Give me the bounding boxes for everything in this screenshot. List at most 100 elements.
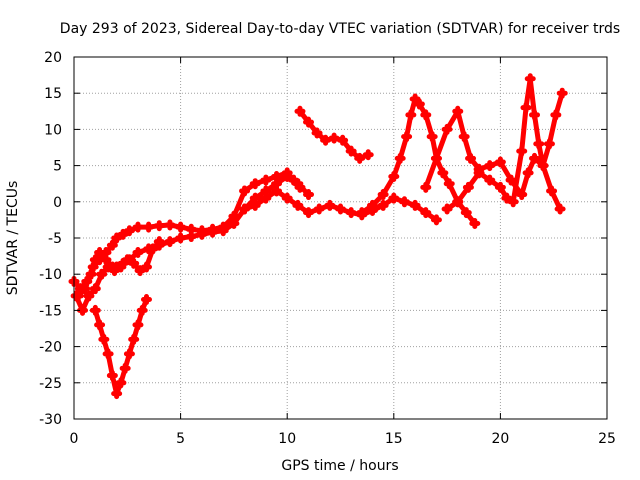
- data-point: [401, 131, 413, 143]
- series-line: [423, 108, 563, 212]
- series-arc-4: [70, 236, 165, 316]
- data-point: [98, 333, 110, 345]
- series-arc-8: [420, 105, 566, 215]
- data-point: [522, 167, 534, 179]
- series-arc-3: [89, 294, 152, 400]
- data-point: [106, 370, 118, 382]
- data-point: [537, 160, 549, 172]
- data-point: [473, 167, 485, 179]
- data-point: [217, 225, 229, 237]
- data-point: [516, 189, 528, 201]
- data-point: [441, 203, 453, 215]
- data-point: [405, 109, 417, 121]
- data-point: [394, 152, 406, 164]
- data-point: [249, 199, 261, 211]
- data-point: [452, 196, 464, 208]
- data-point: [175, 232, 187, 244]
- data-point: [366, 199, 378, 211]
- data-point: [420, 207, 432, 219]
- data-point: [409, 93, 421, 105]
- data-point: [441, 123, 453, 135]
- data-point: [328, 132, 340, 144]
- data-point: [239, 185, 251, 197]
- data-point: [543, 138, 555, 150]
- data-point: [377, 189, 389, 201]
- data-point: [320, 134, 332, 146]
- data-point: [337, 134, 349, 146]
- data-series: [68, 73, 568, 400]
- data-point: [420, 109, 432, 121]
- data-point: [494, 156, 506, 168]
- data-point: [554, 203, 566, 215]
- data-point: [196, 228, 208, 240]
- data-point: [164, 219, 176, 231]
- series-arc-6: [294, 105, 374, 164]
- data-point: [413, 98, 425, 110]
- series-arc-5: [239, 185, 442, 226]
- data-point: [94, 246, 106, 258]
- data-point: [271, 185, 283, 197]
- data-point: [77, 304, 89, 316]
- data-point: [524, 73, 536, 85]
- data-point: [494, 181, 506, 193]
- data-point: [140, 294, 152, 306]
- y-tick-label: -15: [39, 303, 62, 319]
- data-point: [294, 105, 306, 117]
- data-point: [388, 170, 400, 182]
- data-point: [437, 167, 449, 179]
- data-point: [123, 225, 135, 237]
- data-point: [362, 149, 374, 161]
- y-tick-label: 0: [53, 195, 62, 211]
- data-point: [505, 174, 517, 186]
- data-point: [484, 174, 496, 186]
- data-point: [260, 192, 272, 204]
- x-axis-label: GPS time / hours: [281, 458, 398, 474]
- series-arc-7: [356, 93, 481, 230]
- y-tick-label: -30: [39, 412, 62, 428]
- data-point: [550, 109, 562, 121]
- x-tick-label: 20: [491, 431, 509, 447]
- series-arc-9: [441, 73, 568, 215]
- y-tick-label: -5: [48, 231, 62, 247]
- y-tick-label: 10: [44, 122, 62, 138]
- data-point: [303, 189, 315, 201]
- data-point: [311, 127, 323, 139]
- data-point: [303, 116, 315, 128]
- data-point: [109, 265, 121, 277]
- data-point: [164, 236, 176, 248]
- data-point: [89, 283, 101, 295]
- tick-labels: 0 5 10 15 20 25 -30 -25 -20 -15 -10 -5 0 5 10 15 20: [39, 50, 616, 447]
- data-point: [335, 203, 346, 215]
- y-tick-label: -25: [39, 376, 62, 392]
- data-point: [111, 232, 123, 244]
- x-tick-label: 10: [278, 431, 296, 447]
- data-point: [356, 207, 368, 219]
- y-tick-label: 15: [44, 86, 62, 102]
- data-point: [533, 138, 545, 150]
- data-point: [324, 199, 336, 211]
- data-point: [388, 192, 400, 204]
- data-point: [175, 221, 187, 233]
- x-tick-label: 0: [70, 431, 79, 447]
- y-tick-label: 5: [53, 159, 62, 175]
- data-point: [117, 228, 129, 240]
- data-point: [292, 199, 304, 211]
- chart-title: Day 293 of 2023, Sidereal Day-to-day VTE…: [60, 21, 620, 37]
- data-point: [249, 178, 261, 190]
- data-point: [136, 304, 148, 316]
- data-point: [430, 214, 442, 226]
- data-point: [303, 207, 315, 219]
- data-point: [123, 348, 135, 360]
- data-point: [83, 290, 95, 302]
- data-point: [96, 268, 108, 280]
- data-point: [516, 145, 528, 157]
- data-point: [239, 203, 251, 215]
- data-point: [260, 174, 272, 186]
- data-point: [354, 152, 366, 164]
- data-point: [462, 181, 474, 193]
- data-point: [102, 261, 114, 273]
- data-point: [460, 207, 472, 219]
- data-point: [185, 231, 197, 243]
- y-tick-label: 20: [44, 50, 62, 66]
